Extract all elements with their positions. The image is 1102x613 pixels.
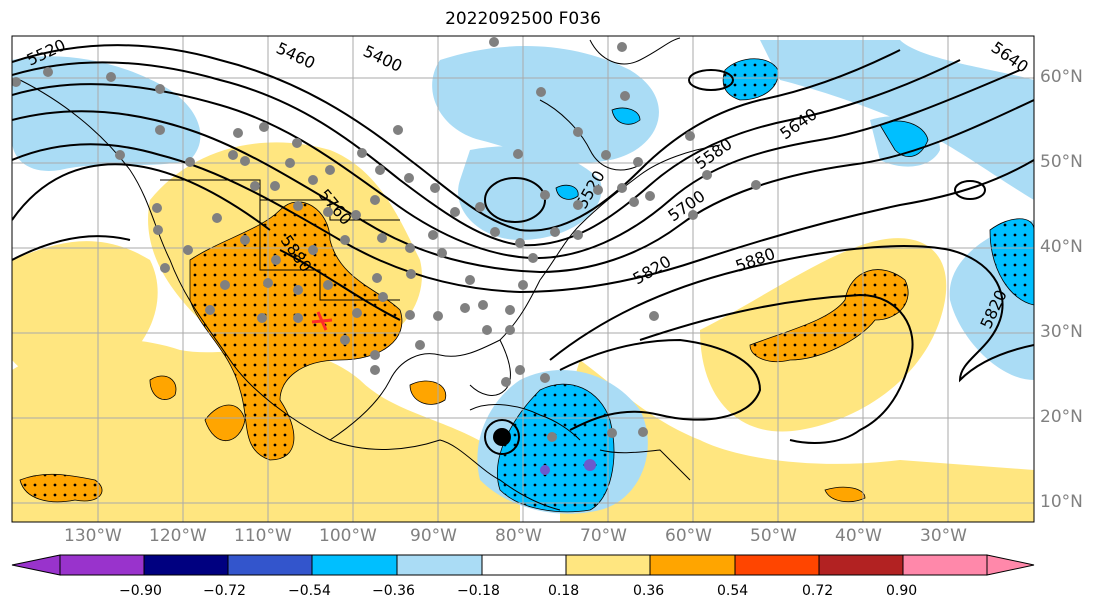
colorbar-segment bbox=[396, 554, 483, 576]
contour-label: 5460 bbox=[273, 38, 318, 72]
colorbar bbox=[11, 554, 1035, 576]
colorbar-tick: −0.90 bbox=[119, 583, 162, 599]
coastlines bbox=[19, 37, 721, 511]
colorbar-tick: 0.90 bbox=[886, 583, 918, 599]
contour-label: 5400 bbox=[360, 41, 405, 75]
colorbar-segment bbox=[902, 554, 988, 576]
colorbar-segment bbox=[565, 554, 651, 576]
contour-label: 5580 bbox=[691, 134, 735, 173]
lon-label: 120°W bbox=[149, 526, 207, 546]
lon-label: 90°W bbox=[410, 526, 457, 546]
lat-label: 30°N bbox=[1040, 322, 1083, 342]
colorbar-segment bbox=[734, 554, 820, 576]
colorbar-segment bbox=[59, 554, 145, 576]
colorbar-max-extend bbox=[986, 554, 1035, 576]
colorbar-tick: −0.72 bbox=[203, 583, 246, 599]
contour-label: 5820 bbox=[630, 252, 675, 289]
contour-label: 5880 bbox=[733, 244, 778, 276]
colorbar-tick: −0.18 bbox=[457, 583, 500, 599]
colorbar-tick: 0.72 bbox=[802, 583, 834, 599]
anomaly-max-marker bbox=[311, 311, 333, 331]
lat-label: 20°N bbox=[1040, 407, 1083, 427]
colorbar-segment bbox=[311, 554, 398, 576]
lat-lon-grid bbox=[12, 36, 1034, 522]
tropical-cyclone-icon bbox=[484, 419, 520, 455]
colorbar-tick: 0.36 bbox=[633, 583, 665, 599]
colorbar-tick: −0.36 bbox=[372, 583, 415, 599]
lon-label: 130°W bbox=[64, 526, 122, 546]
lon-label: 40°W bbox=[835, 526, 882, 546]
colorbar-segment bbox=[143, 554, 229, 576]
lat-label: 50°N bbox=[1040, 152, 1083, 172]
colorbar-segment bbox=[818, 554, 904, 576]
lat-label: 60°N bbox=[1040, 67, 1083, 87]
lat-label: 40°N bbox=[1040, 237, 1083, 257]
lon-label: 50°W bbox=[750, 526, 797, 546]
lon-label: 70°W bbox=[580, 526, 627, 546]
colorbar-tick: 0.18 bbox=[548, 583, 580, 599]
station-dots bbox=[12, 37, 761, 442]
colorbar-tick: −0.54 bbox=[288, 583, 331, 599]
lon-label: 60°W bbox=[665, 526, 712, 546]
lon-label: 100°W bbox=[319, 526, 377, 546]
lon-label: 80°W bbox=[495, 526, 542, 546]
map-title: 2022092500 F036 bbox=[445, 9, 601, 29]
lon-label: 30°W bbox=[920, 526, 967, 546]
contour-label: 5640 bbox=[988, 38, 1032, 77]
colorbar-tick: 0.54 bbox=[717, 583, 749, 599]
negative-anomaly-stipple bbox=[497, 58, 1034, 512]
colorbar-segment bbox=[227, 554, 313, 576]
lat-label: 10°N bbox=[1040, 492, 1083, 512]
colorbar-segment bbox=[649, 554, 736, 576]
lon-label: 110°W bbox=[234, 526, 292, 546]
map-frame bbox=[11, 35, 1035, 523]
contour-label: 5640 bbox=[776, 104, 820, 143]
positive-anomaly-stipple bbox=[20, 201, 909, 502]
colorbar-min-extend bbox=[11, 554, 61, 576]
colorbar-segment bbox=[481, 554, 567, 576]
negative-anomaly-extreme bbox=[540, 459, 596, 475]
